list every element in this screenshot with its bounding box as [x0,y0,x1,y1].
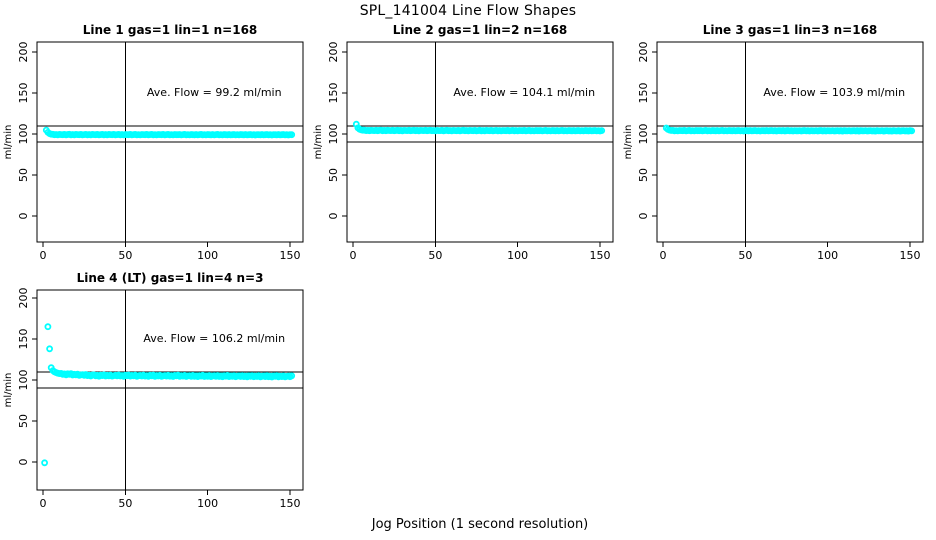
x-tick-label: 150 [590,249,611,262]
y-tick-label: 100 [17,370,30,391]
x-tick-label: 0 [40,249,47,262]
y-tick-label: 0 [17,213,30,220]
x-tick-label: 100 [507,249,528,262]
x-tick-label: 0 [660,249,667,262]
y-tick-label: 200 [17,288,30,309]
data-point [598,127,606,135]
x-tick-label: 100 [197,249,218,262]
ave-flow-annotation: Ave. Flow = 103.9 ml/min [763,86,905,99]
y-tick-label: 100 [17,124,30,145]
y-tick-label: 50 [637,168,650,182]
x-axis-label: Jog Position (1 second resolution) [371,517,589,532]
y-tick-label: 150 [17,329,30,350]
y-tick-label: 100 [637,124,650,145]
y-tick-label: 0 [17,459,30,466]
y-tick-label: 150 [637,83,650,104]
data-point [908,127,916,135]
y-axis-label: ml/min [3,373,14,408]
panel-title: Line 1 gas=1 lin=1 n=168 [83,23,258,37]
data-point [46,345,53,353]
y-tick-label: 200 [17,42,30,63]
x-tick-label: 0 [40,497,47,510]
y-axis-label: ml/min [623,125,634,160]
data-point [288,131,296,139]
figure-title: SPL_141004 Line Flow Shapes [359,3,577,19]
x-tick-label: 50 [118,497,132,510]
y-tick-label: 0 [327,213,340,220]
panel-box [36,289,304,491]
y-axis-label: ml/min [3,125,14,160]
ave-flow-annotation: Ave. Flow = 104.1 ml/min [453,86,595,99]
y-tick-label: 150 [17,83,30,104]
panel-title: Line 4 (LT) gas=1 lin=4 n=3 [77,271,264,285]
panel-title: Line 3 gas=1 lin=3 n=168 [703,23,878,37]
y-tick-label: 200 [327,42,340,63]
y-tick-label: 50 [17,414,30,428]
x-tick-label: 100 [197,497,218,510]
ave-flow-annotation: Ave. Flow = 106.2 ml/min [143,332,285,345]
x-tick-label: 150 [900,249,921,262]
x-tick-label: 150 [280,249,301,262]
x-tick-label: 50 [738,249,752,262]
y-tick-label: 200 [637,42,650,63]
x-tick-label: 0 [350,249,357,262]
panel-title: Line 2 gas=1 lin=2 n=168 [393,23,568,37]
data-point [288,372,296,380]
y-tick-label: 50 [327,168,340,182]
y-axis-label: ml/min [313,125,324,160]
ave-flow-annotation: Ave. Flow = 99.2 ml/min [147,86,282,99]
y-tick-label: 50 [17,168,30,182]
data-point [44,323,52,331]
x-tick-label: 150 [280,497,301,510]
data-point [41,459,48,467]
x-tick-label: 50 [118,249,132,262]
y-tick-label: 150 [327,83,340,104]
x-tick-label: 50 [428,249,442,262]
x-tick-label: 100 [817,249,838,262]
y-tick-label: 0 [637,213,650,220]
y-tick-label: 100 [327,124,340,145]
